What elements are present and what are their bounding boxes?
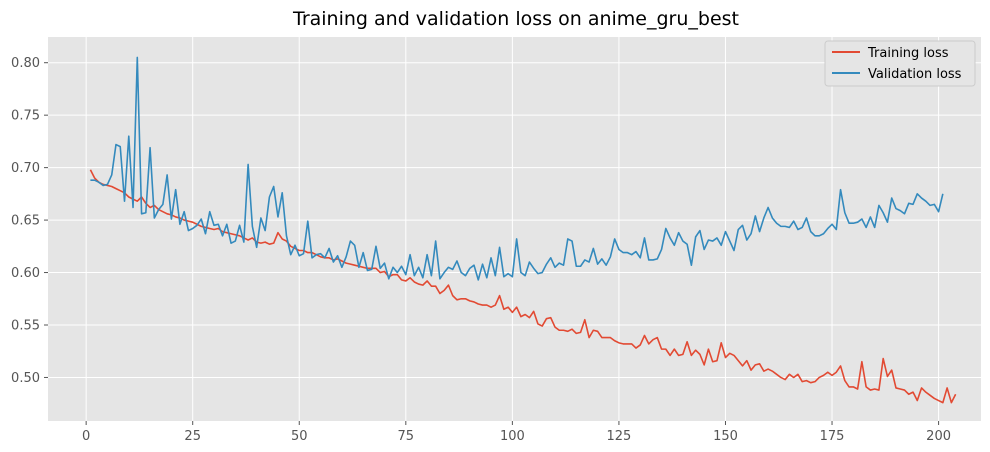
legend-label-validation: Validation loss — [868, 67, 962, 82]
legend-label-training: Training loss — [867, 46, 949, 61]
legend: Training loss Validation loss — [824, 40, 976, 87]
validation-loss-line — [90, 56, 944, 281]
chart-title: Training and validation loss on anime_gr… — [292, 8, 739, 30]
grid — [48, 37, 981, 421]
legend-box — [824, 40, 976, 87]
y-tick-label: 0.55 — [11, 319, 40, 334]
y-tick-label: 0.70 — [11, 161, 40, 176]
x-tick-label: 125 — [607, 429, 632, 444]
x-axis: 0 25 50 75 100 125 150 175 200 — [82, 421, 951, 444]
x-tick-label: 0 — [82, 429, 90, 444]
x-tick-label: 25 — [184, 429, 201, 444]
y-tick-label: 0.50 — [11, 371, 40, 386]
series-layer — [89, 56, 957, 404]
y-tick-label: 0.60 — [11, 266, 40, 281]
training-loss-line — [89, 169, 957, 404]
y-tick-label: 0.80 — [11, 56, 40, 71]
x-tick-label: 200 — [926, 429, 951, 444]
x-tick-label: 100 — [500, 429, 525, 444]
x-tick-label: 175 — [820, 429, 845, 444]
x-tick-label: 75 — [398, 429, 415, 444]
x-tick-label: 150 — [713, 429, 738, 444]
y-tick-label: 0.75 — [11, 109, 40, 124]
y-tick-label: 0.65 — [11, 214, 40, 229]
y-axis: 0.50 0.55 0.60 0.65 0.70 0.75 0.80 — [11, 56, 48, 386]
x-tick-label: 50 — [291, 429, 308, 444]
